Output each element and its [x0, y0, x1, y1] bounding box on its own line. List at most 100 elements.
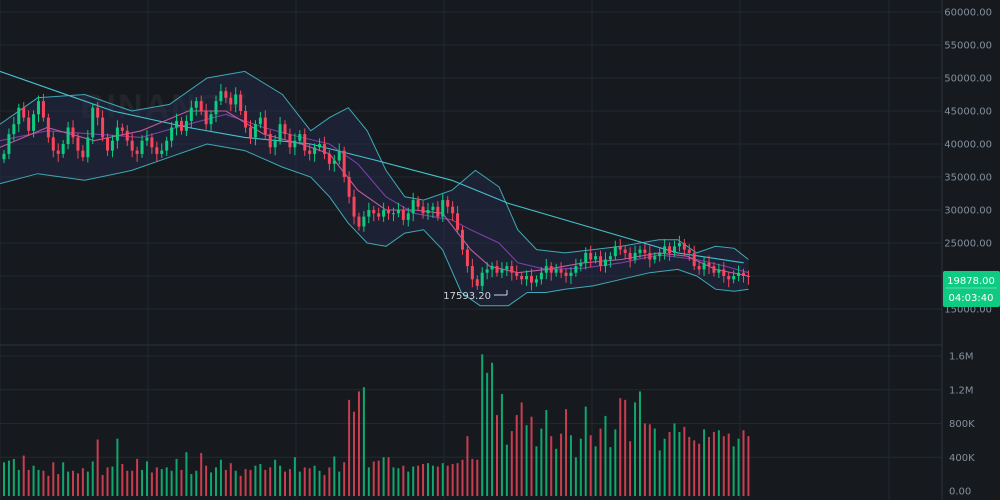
- candle-body[interactable]: [293, 140, 297, 148]
- candle-body[interactable]: [66, 127, 70, 145]
- candle-body[interactable]: [618, 246, 622, 250]
- volume-bar[interactable]: [727, 433, 730, 496]
- volume-bar[interactable]: [160, 469, 163, 496]
- candle-body[interactable]: [396, 210, 400, 214]
- candle-body[interactable]: [549, 266, 553, 273]
- volume-bar[interactable]: [91, 461, 94, 496]
- volume-bar[interactable]: [205, 465, 208, 496]
- volume-bar[interactable]: [284, 471, 287, 496]
- volume-bar[interactable]: [594, 446, 597, 496]
- volume-bar[interactable]: [111, 466, 114, 496]
- volume-bar[interactable]: [540, 428, 543, 496]
- candle-body[interactable]: [194, 101, 198, 108]
- candle-body[interactable]: [456, 213, 460, 230]
- candle-body[interactable]: [510, 266, 514, 273]
- volume-bar[interactable]: [293, 457, 296, 496]
- volume-bar[interactable]: [170, 470, 173, 496]
- volume-bar[interactable]: [491, 362, 494, 496]
- candle-body[interactable]: [199, 101, 203, 111]
- candle-body[interactable]: [120, 127, 124, 131]
- volume-bar[interactable]: [446, 465, 449, 496]
- volume-bar[interactable]: [604, 415, 607, 496]
- volume-bar[interactable]: [466, 436, 469, 496]
- candle-body[interactable]: [451, 206, 455, 214]
- candle-body[interactable]: [495, 266, 499, 273]
- candle-body[interactable]: [56, 150, 60, 154]
- candle-body[interactable]: [525, 276, 529, 280]
- volume-bar[interactable]: [195, 470, 198, 496]
- candle-body[interactable]: [342, 150, 346, 177]
- candle-body[interactable]: [179, 120, 183, 131]
- volume-bar[interactable]: [180, 469, 183, 496]
- candle-body[interactable]: [101, 117, 105, 138]
- volume-bar[interactable]: [17, 469, 20, 496]
- candle-body[interactable]: [367, 210, 371, 217]
- candle-body[interactable]: [244, 111, 248, 128]
- volume-bar[interactable]: [431, 465, 434, 496]
- volume-bar[interactable]: [624, 399, 627, 496]
- volume-bar[interactable]: [249, 469, 252, 496]
- volume-bar[interactable]: [62, 462, 65, 496]
- candle-body[interactable]: [599, 256, 603, 267]
- volume-bar[interactable]: [732, 446, 735, 496]
- volume-bar[interactable]: [101, 474, 104, 496]
- candle-body[interactable]: [209, 114, 213, 125]
- candle-body[interactable]: [530, 276, 534, 283]
- candle-body[interactable]: [584, 252, 588, 263]
- volume-bar[interactable]: [638, 391, 641, 496]
- candle-body[interactable]: [130, 140, 134, 151]
- volume-bar[interactable]: [663, 438, 666, 496]
- volume-bar[interactable]: [579, 438, 582, 496]
- volume-bar[interactable]: [387, 457, 390, 496]
- volume-bar[interactable]: [668, 431, 671, 496]
- candle-body[interactable]: [737, 272, 741, 276]
- candle-body[interactable]: [234, 94, 238, 105]
- candle-body[interactable]: [160, 150, 164, 154]
- volume-bar[interactable]: [165, 467, 168, 496]
- candle-body[interactable]: [46, 117, 50, 138]
- candle-body[interactable]: [357, 216, 361, 227]
- candle-body[interactable]: [446, 200, 450, 207]
- volume-bar[interactable]: [515, 415, 518, 496]
- candle-body[interactable]: [249, 127, 252, 138]
- volume-bar[interactable]: [520, 402, 523, 496]
- candle-body[interactable]: [17, 107, 21, 125]
- candle-body[interactable]: [258, 117, 262, 125]
- volume-bar[interactable]: [308, 468, 311, 496]
- candle-body[interactable]: [81, 150, 85, 158]
- volume-bar[interactable]: [471, 458, 474, 496]
- volume-bar[interactable]: [510, 431, 513, 496]
- volume-bar[interactable]: [599, 428, 602, 496]
- candle-body[interactable]: [643, 249, 647, 253]
- volume-bar[interactable]: [27, 469, 30, 496]
- candle-body[interactable]: [623, 249, 627, 253]
- candle-body[interactable]: [520, 276, 524, 280]
- candle-body[interactable]: [362, 216, 366, 227]
- volume-bar[interactable]: [530, 416, 533, 496]
- candle-body[interactable]: [668, 246, 672, 253]
- volume-bar[interactable]: [47, 475, 50, 496]
- volume-bar[interactable]: [441, 463, 444, 496]
- candle-body[interactable]: [263, 117, 267, 135]
- candle-body[interactable]: [135, 150, 139, 154]
- volume-bar[interactable]: [392, 467, 395, 496]
- volume-bar[interactable]: [219, 459, 222, 496]
- candle-body[interactable]: [391, 213, 395, 215]
- volume-bar[interactable]: [678, 431, 681, 496]
- candle-body[interactable]: [682, 243, 686, 250]
- volume-bar[interactable]: [367, 467, 370, 496]
- candle-body[interactable]: [436, 206, 440, 217]
- candle-body[interactable]: [677, 243, 681, 247]
- volume-bar[interactable]: [57, 474, 60, 496]
- volume-bar[interactable]: [643, 423, 646, 497]
- volume-bar[interactable]: [106, 467, 109, 496]
- volume-bar[interactable]: [234, 470, 237, 496]
- candle-body[interactable]: [697, 266, 701, 270]
- candle-body[interactable]: [327, 153, 331, 164]
- candle-body[interactable]: [470, 266, 474, 280]
- volume-bar[interactable]: [451, 464, 454, 496]
- candles[interactable]: [2, 83, 750, 292]
- candle-body[interactable]: [727, 276, 731, 280]
- candle-body[interactable]: [480, 272, 484, 286]
